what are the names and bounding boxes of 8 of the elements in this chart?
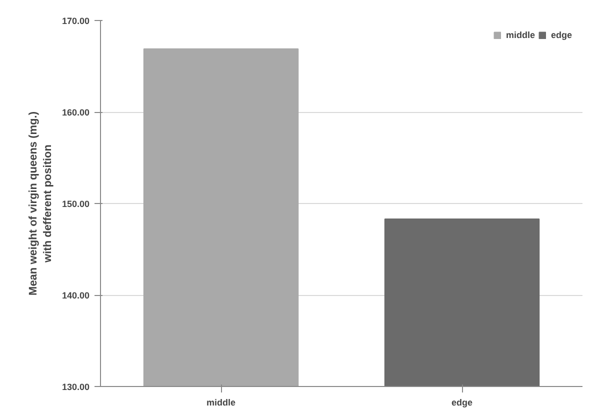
y-tick-label: 130.00 xyxy=(62,382,90,392)
y-axis-title: Mean weight of virgin queens (mg.) with defferent position xyxy=(28,111,54,296)
y-tick-label: 150.00 xyxy=(62,199,90,209)
legend-label: edge xyxy=(550,30,572,40)
y-tick-label: 160.00 xyxy=(62,108,90,118)
legend-label: middle xyxy=(506,30,535,40)
y-tick-label: 170.00 xyxy=(62,16,90,26)
y-tick-label: 140.00 xyxy=(62,290,90,300)
